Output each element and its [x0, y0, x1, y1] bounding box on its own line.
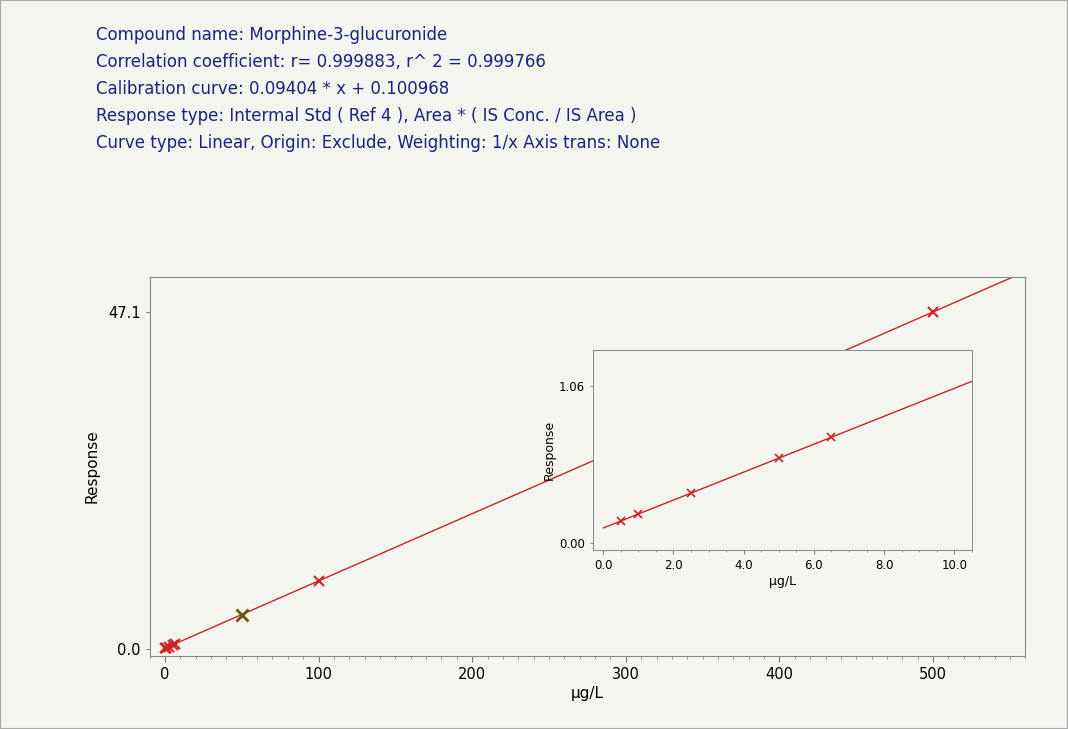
- Y-axis label: Response: Response: [544, 420, 556, 480]
- Text: Compound name: Morphine-3-glucuronide
Correlation coefficient: r= 0.999883, r^ 2: Compound name: Morphine-3-glucuronide Co…: [96, 26, 660, 152]
- X-axis label: μg/L: μg/L: [769, 575, 796, 588]
- X-axis label: μg/L: μg/L: [571, 686, 603, 701]
- Y-axis label: Response: Response: [84, 429, 99, 504]
